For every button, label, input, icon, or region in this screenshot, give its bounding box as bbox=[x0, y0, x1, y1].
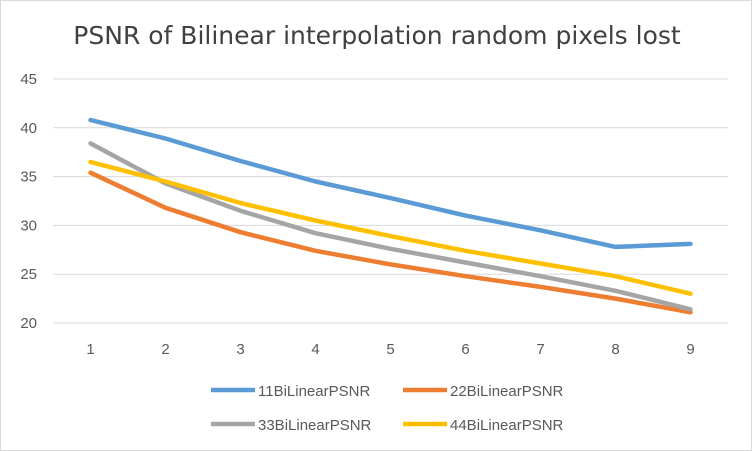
x-tick-label: 6 bbox=[461, 341, 469, 358]
y-tick-label: 30 bbox=[20, 217, 37, 234]
y-tick-label: 45 bbox=[20, 71, 37, 88]
legend-item: 11BiLinearPSNR bbox=[211, 383, 370, 400]
legend-item: 33BiLinearPSNR bbox=[211, 417, 372, 434]
series-line-33BiLinearPSNR bbox=[88, 141, 693, 312]
series-line-22BiLinearPSNR bbox=[88, 170, 693, 315]
legend-label: 11BiLinearPSNR bbox=[258, 383, 370, 400]
series-lines bbox=[88, 117, 693, 315]
y-tick-label: 35 bbox=[20, 169, 37, 186]
gridlines bbox=[53, 78, 728, 324]
x-tick-label: 3 bbox=[236, 341, 244, 358]
legend-item: 44BiLinearPSNR bbox=[403, 417, 564, 434]
legend-label: 22BiLinearPSNR bbox=[450, 383, 564, 400]
x-axis-ticks: 1 2 3 4 5 6 7 8 9 bbox=[86, 341, 694, 358]
legend-item: 22BiLinearPSNR bbox=[403, 383, 564, 400]
legend: 11BiLinearPSNR 22BiLinearPSNR 33BiLinearPS… bbox=[211, 383, 564, 434]
x-tick-label: 7 bbox=[536, 341, 544, 358]
legend-label: 33BiLinearPSNR bbox=[258, 417, 372, 434]
legend-label: 44BiLinearPSNR bbox=[450, 417, 564, 434]
chart-title: PSNR of Bilinear interpolation random pi… bbox=[73, 21, 681, 50]
x-tick-label: 9 bbox=[686, 341, 694, 358]
series-line-11BiLinearPSNR bbox=[88, 117, 693, 250]
y-tick-label: 20 bbox=[20, 315, 37, 332]
y-tick-label: 40 bbox=[20, 120, 37, 137]
series-line-44BiLinearPSNR bbox=[88, 159, 693, 296]
y-tick-label: 25 bbox=[20, 266, 37, 283]
x-tick-label: 8 bbox=[611, 341, 619, 358]
x-tick-label: 4 bbox=[311, 341, 319, 358]
x-tick-label: 5 bbox=[386, 341, 394, 358]
x-tick-label: 2 bbox=[161, 341, 169, 358]
x-tick-label: 1 bbox=[86, 341, 94, 358]
y-axis-ticks: 20 25 30 35 40 45 bbox=[20, 71, 37, 332]
